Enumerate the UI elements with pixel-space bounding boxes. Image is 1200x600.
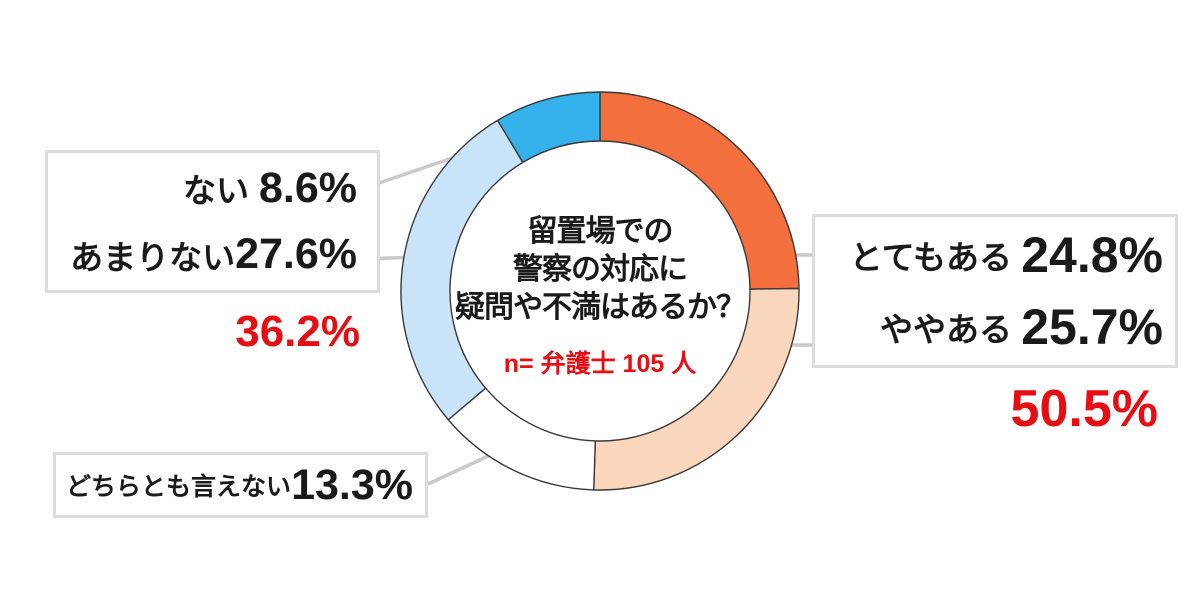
negative-total-value: 36.2% xyxy=(235,307,360,356)
answer-label: あまりない xyxy=(70,238,236,276)
donut-segment-dochira-tomo-ienai xyxy=(447,387,596,491)
neutral-answer-box: どちらとも言えない 13.3% xyxy=(53,452,428,518)
answer-row-nai: ない 8.6% xyxy=(48,155,377,222)
chart-center-title: 留置場での 警察の対応に 疑問や不満はあるか？ n= 弁護士 105 人 xyxy=(410,213,790,378)
answer-label: どちらとも言えない xyxy=(66,473,292,501)
answer-value: 27.6% xyxy=(235,230,357,279)
sample-size-note: n= 弁護士 105 人 xyxy=(503,350,697,378)
title-line-2: 警察の対応に xyxy=(513,253,688,286)
donut-segment-nai xyxy=(496,91,601,164)
answer-value: 13.3% xyxy=(291,460,413,509)
answer-label: ややある xyxy=(880,311,1012,348)
title-line-3: 疑問や不満はあるか？ xyxy=(455,291,746,324)
answer-label: ない xyxy=(183,172,249,210)
answer-row-totemo-aru: とてもある 24.8% xyxy=(815,219,1175,291)
answer-value: 25.7% xyxy=(1021,299,1163,355)
answer-row-amari-nai: あまりない 27.6% xyxy=(48,222,377,289)
title-line-1: 留置場での xyxy=(527,215,674,248)
answer-value: 24.8% xyxy=(1021,227,1163,283)
positive-total-value: 50.5% xyxy=(1010,380,1158,438)
positive-answers-box: とてもある 24.8% ややある 25.7% xyxy=(812,214,1178,368)
answer-label: とてもある xyxy=(849,239,1012,276)
negative-answers-box: ない 8.6% あまりない 27.6% xyxy=(45,150,380,293)
answer-value: 8.6% xyxy=(258,163,357,212)
answer-row-yaya-aru: ややある 25.7% xyxy=(815,291,1175,363)
answer-row-dochira-tomo-ienai: どちらとも言えない 13.3% xyxy=(56,455,425,515)
